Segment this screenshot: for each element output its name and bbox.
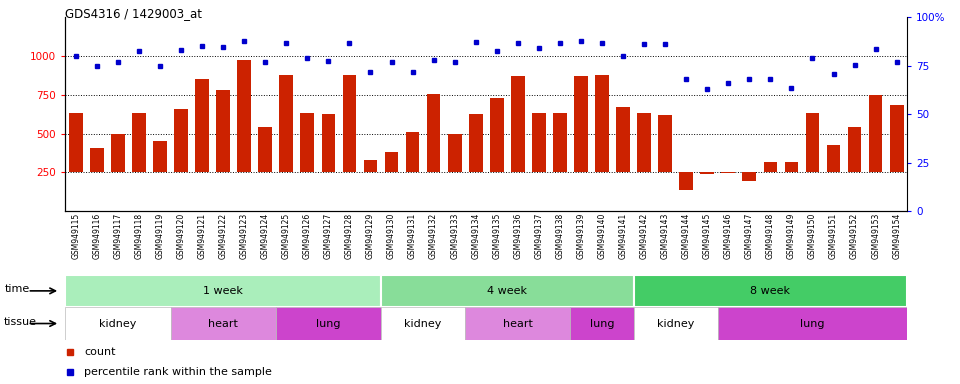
Bar [69, 113, 83, 172]
Text: GDS4316 / 1429003_at: GDS4316 / 1429003_at [65, 7, 203, 20]
Bar [763, 162, 778, 172]
Bar [258, 127, 272, 172]
Text: heart: heart [208, 318, 238, 329]
Bar [322, 114, 335, 172]
Bar [216, 90, 230, 172]
Bar [381, 275, 634, 307]
Bar [634, 307, 718, 340]
Bar [574, 76, 588, 172]
Bar [195, 79, 209, 172]
Bar [237, 60, 251, 172]
Bar [680, 172, 693, 190]
Bar [890, 105, 903, 172]
Bar [171, 307, 276, 340]
Bar [343, 76, 356, 172]
Bar [805, 113, 819, 172]
Text: lung: lung [801, 318, 825, 329]
Bar [65, 307, 171, 340]
Bar [132, 113, 146, 172]
Bar [90, 147, 104, 172]
Bar [637, 113, 651, 172]
Bar [616, 107, 630, 172]
Bar [742, 172, 756, 181]
Bar [154, 141, 167, 172]
Bar [827, 145, 840, 172]
Bar [364, 160, 377, 172]
Bar [466, 307, 570, 340]
Bar [111, 134, 125, 172]
Bar [869, 95, 882, 172]
Bar [468, 114, 483, 172]
Bar [381, 307, 466, 340]
Bar [848, 127, 861, 172]
Bar [279, 76, 293, 172]
Bar [718, 307, 907, 340]
Text: tissue: tissue [3, 317, 36, 327]
Bar [65, 275, 381, 307]
Text: lung: lung [316, 318, 341, 329]
Text: count: count [84, 347, 116, 357]
Bar [511, 76, 525, 172]
Bar [570, 307, 634, 340]
Text: kidney: kidney [99, 318, 136, 329]
Bar [174, 109, 188, 172]
Bar [385, 152, 398, 172]
Bar [490, 98, 504, 172]
Bar [553, 113, 566, 172]
Bar [532, 113, 545, 172]
Text: heart: heart [503, 318, 533, 329]
Bar [722, 172, 735, 173]
Text: 4 week: 4 week [488, 286, 527, 296]
Text: 8 week: 8 week [751, 286, 790, 296]
Bar [276, 307, 381, 340]
Text: percentile rank within the sample: percentile rank within the sample [84, 367, 273, 377]
Bar [634, 275, 907, 307]
Text: lung: lung [589, 318, 614, 329]
Bar [701, 172, 714, 174]
Bar [595, 74, 609, 172]
Bar [659, 115, 672, 172]
Text: time: time [5, 284, 31, 294]
Bar [427, 94, 441, 172]
Bar [784, 162, 799, 172]
Bar [447, 134, 462, 172]
Text: 1 week: 1 week [204, 286, 243, 296]
Bar [300, 113, 314, 172]
Text: kidney: kidney [404, 318, 442, 329]
Text: kidney: kidney [657, 318, 694, 329]
Bar [406, 132, 420, 172]
